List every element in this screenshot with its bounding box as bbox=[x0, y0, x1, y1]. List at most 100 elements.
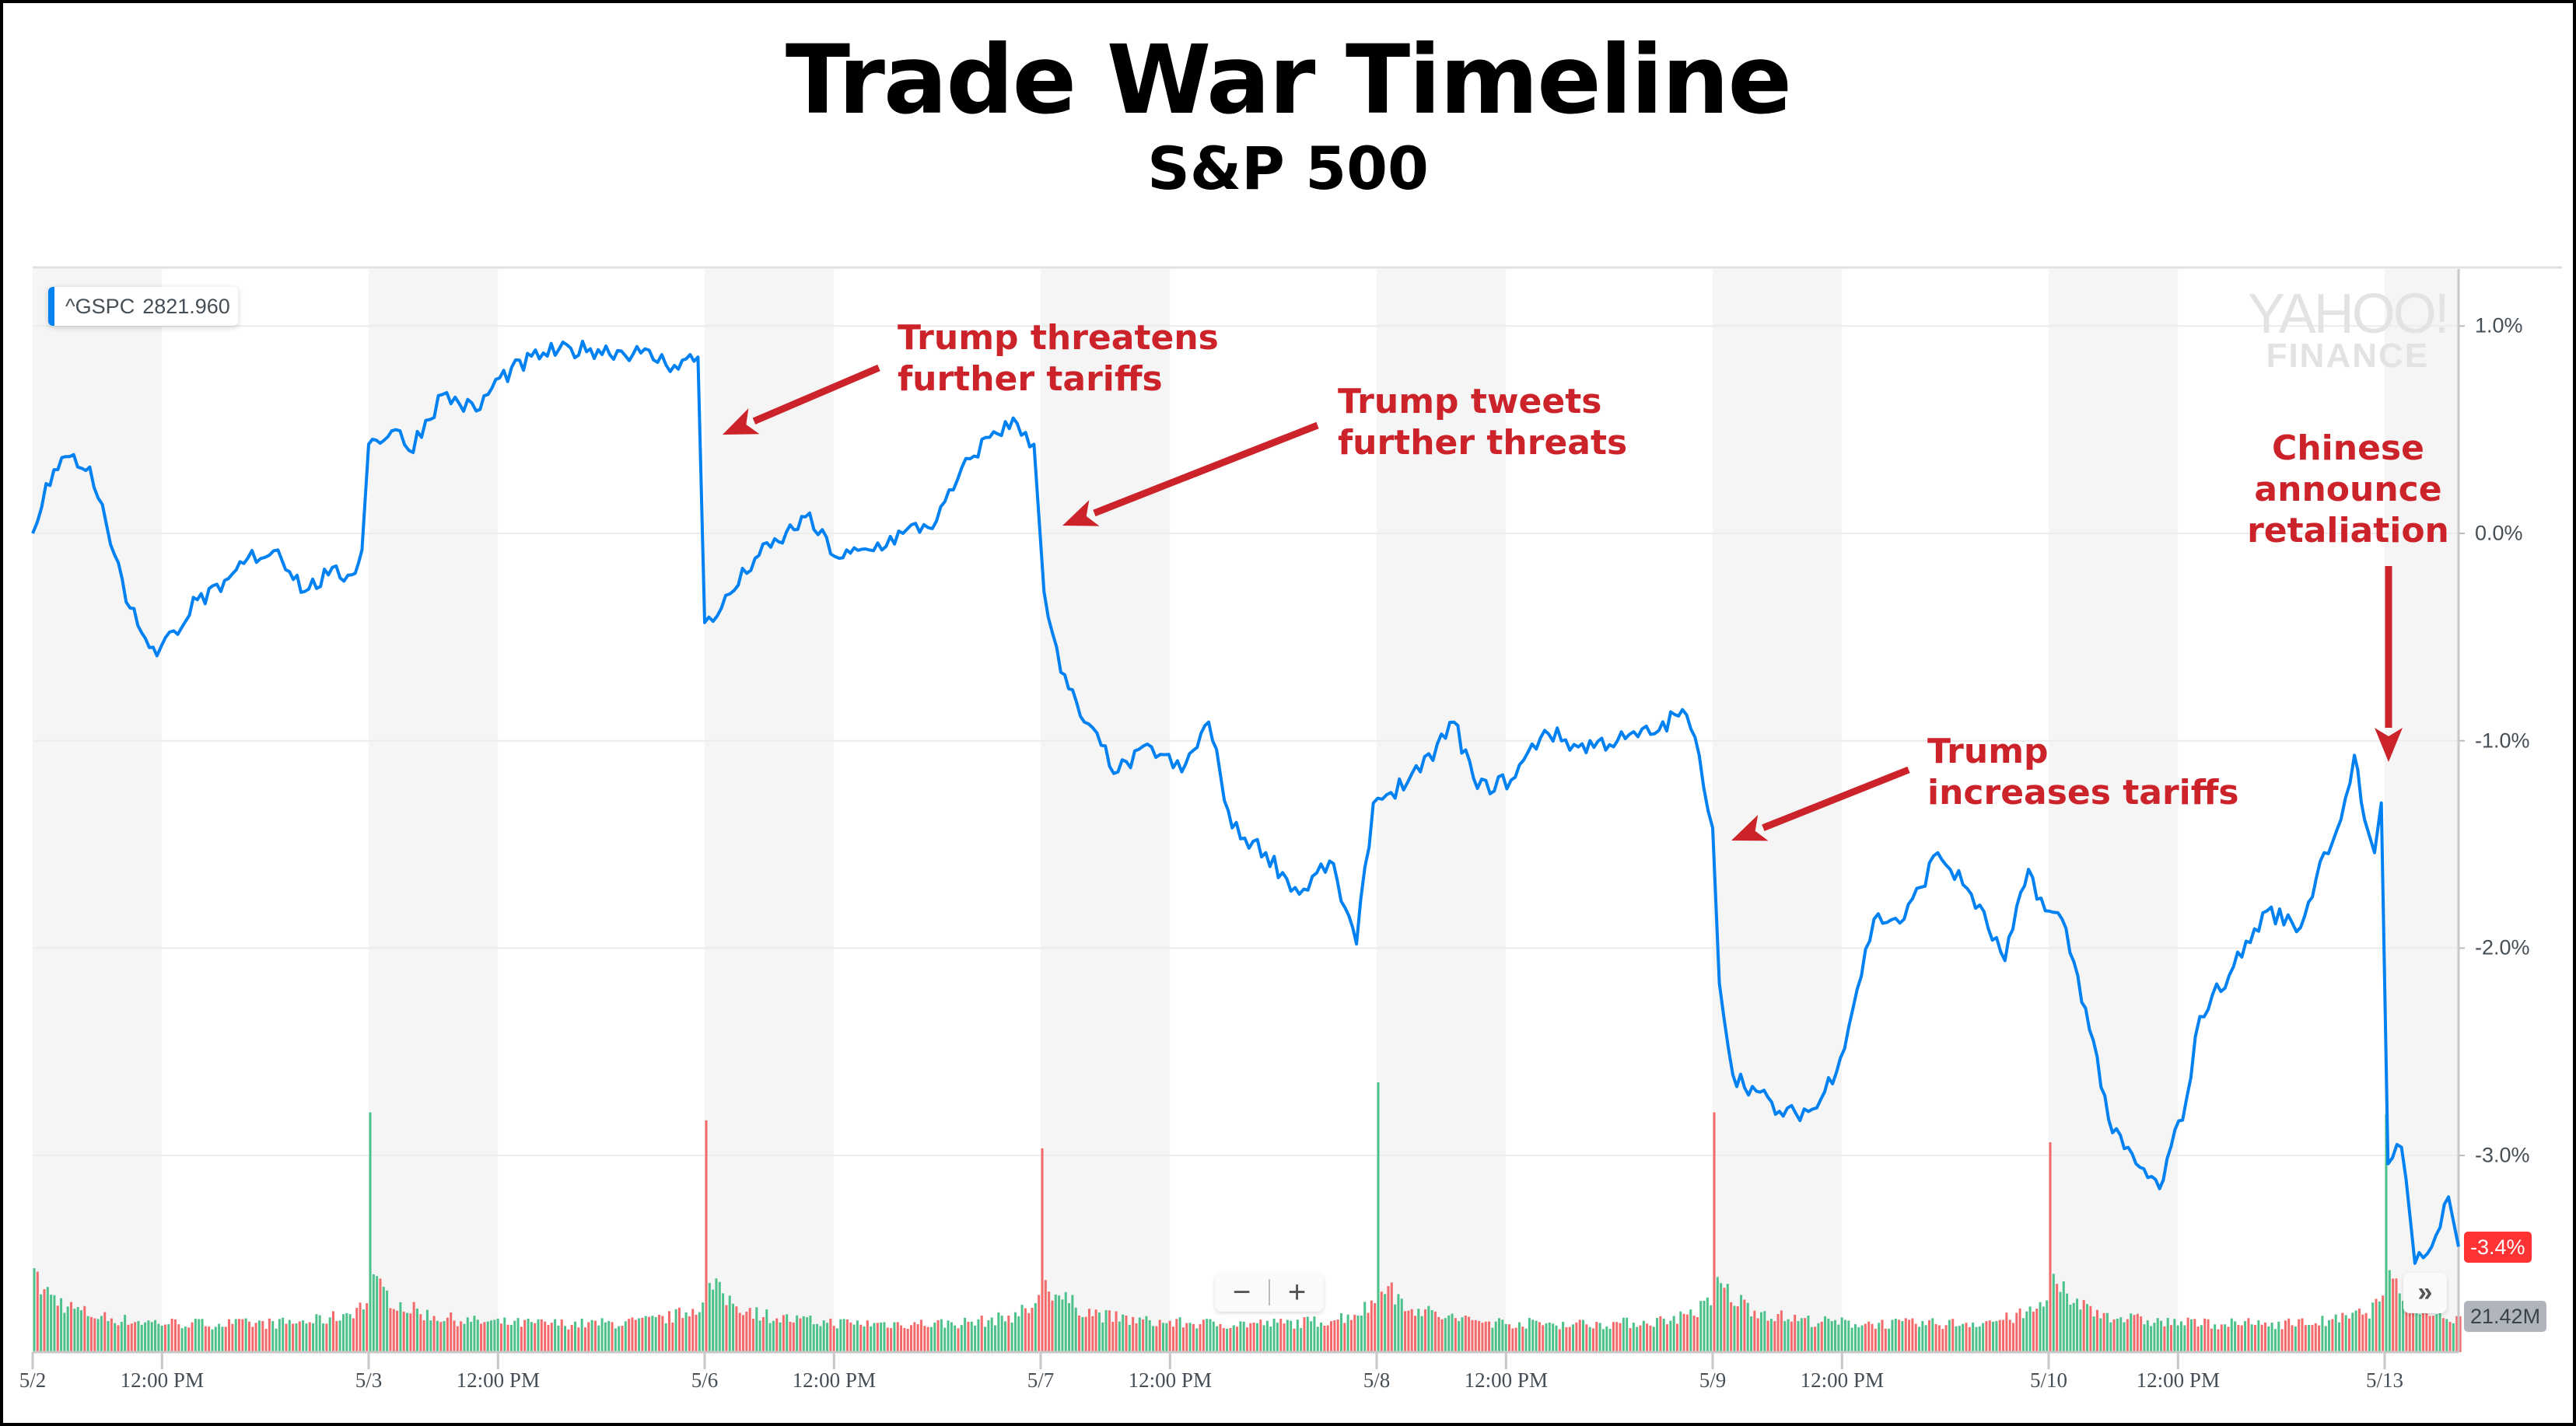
volume-bar bbox=[436, 1320, 439, 1352]
x-tick-label: 12:00 PM bbox=[456, 1368, 540, 1392]
volume-bar bbox=[1044, 1280, 1047, 1352]
volume-bar bbox=[1152, 1326, 1155, 1352]
volume-bar bbox=[2311, 1325, 2314, 1352]
volume-bar bbox=[1517, 1322, 1521, 1352]
volume-bar bbox=[732, 1303, 735, 1352]
scroll-forward-button[interactable]: » bbox=[2403, 1273, 2447, 1313]
volume-bar bbox=[2102, 1312, 2105, 1352]
volume-bar bbox=[1605, 1326, 1608, 1352]
volume-bar bbox=[50, 1295, 53, 1352]
volume-bar bbox=[2025, 1311, 2028, 1352]
volume-bar bbox=[1377, 1082, 1380, 1352]
volume-bar bbox=[480, 1323, 483, 1352]
volume-bar bbox=[1787, 1319, 1790, 1352]
annotation-chinese-retaliation: Chinese announce retaliation bbox=[2243, 428, 2453, 551]
annotation-line: increases tariffs bbox=[1927, 773, 2239, 813]
volume-bar bbox=[1820, 1321, 1823, 1352]
volume-bar bbox=[1135, 1323, 1138, 1352]
stock-chart[interactable] bbox=[3, 3, 2573, 1423]
volume-bar bbox=[318, 1315, 321, 1352]
volume-bar bbox=[829, 1318, 832, 1352]
last-volume-badge: 21.42M bbox=[2464, 1301, 2547, 1332]
volume-bar bbox=[1514, 1327, 1517, 1352]
volume-bar bbox=[1591, 1328, 1594, 1352]
volume-bar bbox=[967, 1321, 970, 1352]
volume-bar bbox=[234, 1319, 237, 1352]
volume-bar bbox=[1810, 1326, 1813, 1352]
volume-bar bbox=[2260, 1324, 2263, 1352]
volume-bar bbox=[2341, 1312, 2344, 1352]
volume-bar bbox=[1669, 1320, 1672, 1352]
volume-bar bbox=[1420, 1316, 1423, 1352]
volume-bar bbox=[1249, 1323, 1252, 1352]
volume-bar bbox=[1458, 1321, 1461, 1352]
volume-bar bbox=[1528, 1318, 1531, 1352]
series-legend[interactable]: ^GSPC 2821.960 bbox=[48, 287, 238, 326]
volume-bar bbox=[386, 1290, 389, 1352]
volume-bar bbox=[705, 1120, 708, 1352]
volume-bar bbox=[2428, 1316, 2431, 1352]
volume-bar bbox=[2105, 1312, 2109, 1352]
volume-bar bbox=[748, 1308, 751, 1352]
volume-bar bbox=[880, 1322, 883, 1352]
volume-bar bbox=[1118, 1321, 1121, 1352]
volume-bar bbox=[618, 1326, 621, 1352]
volume-bar bbox=[184, 1326, 187, 1352]
volume-bar bbox=[1847, 1320, 1850, 1352]
volume-bar bbox=[1407, 1310, 1410, 1352]
volume-bar bbox=[93, 1318, 96, 1352]
volume-bar bbox=[490, 1320, 493, 1352]
volume-bar bbox=[2032, 1311, 2035, 1352]
volume-bar bbox=[2351, 1312, 2354, 1352]
volume-bar bbox=[2247, 1318, 2250, 1352]
volume-bar bbox=[1363, 1302, 1367, 1352]
volume-bar bbox=[140, 1324, 143, 1352]
volume-bar bbox=[1675, 1323, 1678, 1352]
volume-bar bbox=[1598, 1323, 1601, 1352]
volume-bar bbox=[1699, 1301, 1703, 1352]
volume-bar bbox=[2308, 1324, 2311, 1352]
volume-bar bbox=[893, 1322, 896, 1352]
volume-bar bbox=[547, 1324, 550, 1352]
volume-bar bbox=[2301, 1318, 2304, 1352]
volume-bar bbox=[2002, 1319, 2005, 1352]
volume-bar bbox=[2217, 1329, 2220, 1352]
volume-bar bbox=[2405, 1304, 2408, 1352]
volume-bar bbox=[224, 1326, 227, 1352]
volume-bar bbox=[1303, 1317, 1306, 1352]
volume-bar bbox=[2203, 1318, 2207, 1352]
zoom-in-button[interactable]: + bbox=[1287, 1274, 1307, 1309]
volume-bar bbox=[66, 1306, 69, 1352]
volume-bar bbox=[1814, 1326, 1817, 1352]
volume-bar bbox=[1588, 1326, 1591, 1352]
volume-bar bbox=[419, 1314, 422, 1352]
volume-bar bbox=[835, 1328, 838, 1352]
volume-bar bbox=[2441, 1318, 2445, 1352]
volume-bar bbox=[698, 1312, 701, 1352]
volume-bar bbox=[2364, 1312, 2368, 1352]
volume-bar bbox=[1538, 1322, 1541, 1352]
volume-bar bbox=[359, 1302, 362, 1352]
volume-bar bbox=[974, 1325, 977, 1352]
volume-bar bbox=[1834, 1319, 1837, 1352]
volume-bar bbox=[2015, 1312, 2018, 1352]
volume-bar bbox=[1807, 1316, 1810, 1352]
volume-bar bbox=[624, 1321, 627, 1352]
volume-bar bbox=[1827, 1319, 1830, 1352]
annotation-line: Trump bbox=[1927, 732, 2049, 771]
volume-bar bbox=[1178, 1317, 1181, 1352]
volume-bar bbox=[1723, 1288, 1726, 1352]
volume-bar bbox=[1565, 1326, 1568, 1352]
volume-bar bbox=[527, 1318, 530, 1352]
volume-bar bbox=[460, 1321, 463, 1352]
volume-bar bbox=[1094, 1309, 1097, 1352]
volume-bar bbox=[782, 1315, 785, 1352]
zoom-out-button[interactable]: − bbox=[1232, 1274, 1251, 1309]
chart-page: Trade War Timeline S&P 500 ^GSPC 2821.960… bbox=[3, 3, 2573, 1423]
volume-bar bbox=[167, 1324, 170, 1352]
volume-bar bbox=[2210, 1328, 2213, 1352]
morning-session-band bbox=[369, 269, 499, 1352]
volume-bar bbox=[863, 1326, 866, 1352]
volume-bar bbox=[671, 1322, 674, 1352]
volume-bar bbox=[2095, 1309, 2098, 1352]
